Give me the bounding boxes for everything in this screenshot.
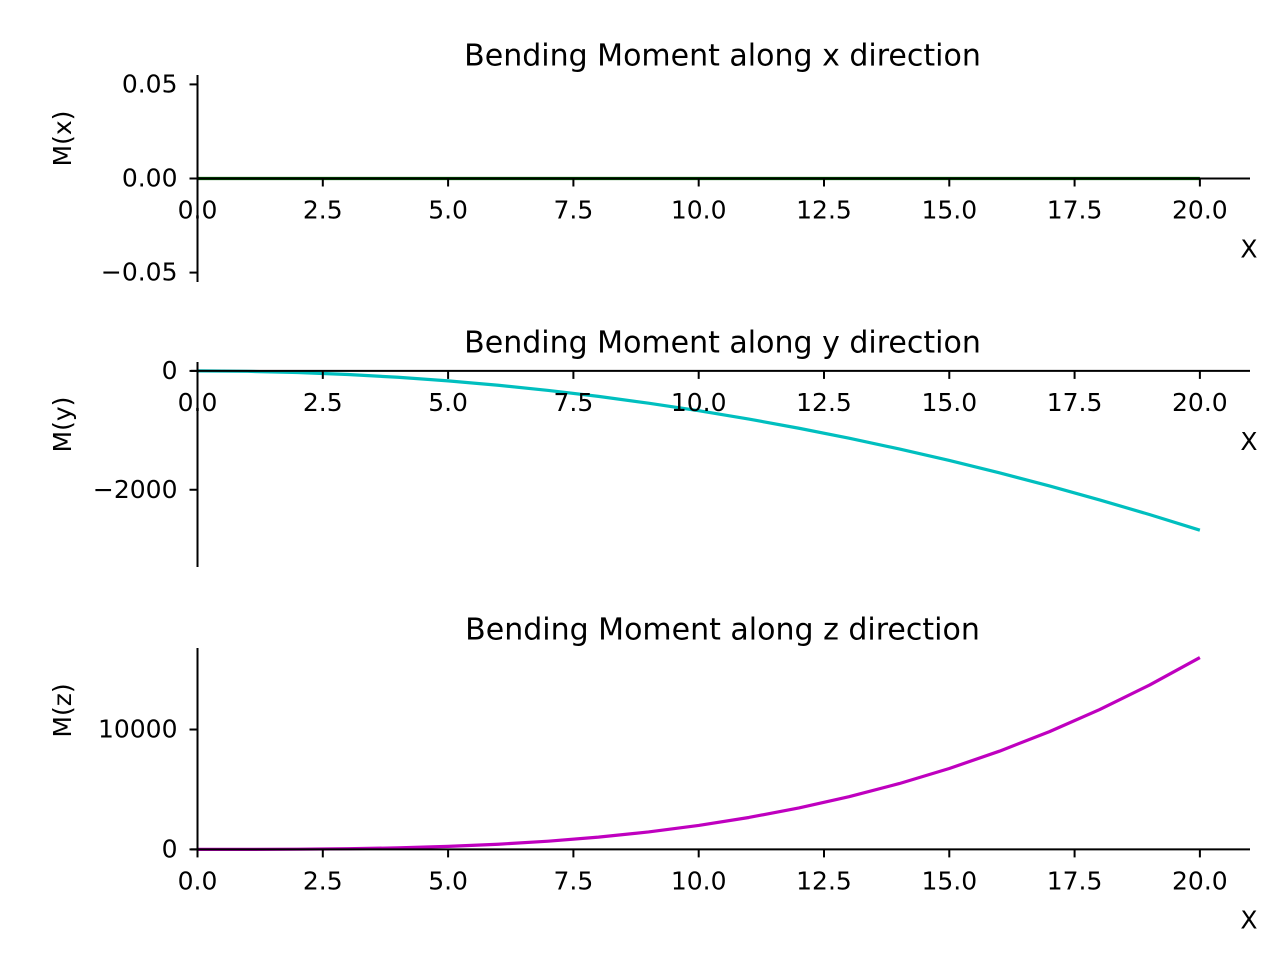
y-axis-label: M(x) (48, 111, 77, 167)
chart-title: Bending Moment along z direction (465, 613, 980, 648)
x-tick-label: 0.0 (178, 866, 218, 895)
x-tick-label: 5.0 (428, 388, 468, 417)
chart-panel-1: Bending Moment along x direction M(x) −0.0… (48, 39, 1258, 287)
y-axis-label: M(z) (48, 683, 77, 737)
x-tick-label: 15.0 (921, 866, 977, 895)
series-line-1 (197, 656, 1201, 851)
x-tick-label: 20.0 (1172, 196, 1228, 225)
x-tick-label: 7.5 (554, 196, 594, 225)
y-tick-label: 10000 (98, 715, 178, 744)
x-tick-label: 10.0 (671, 196, 727, 225)
x-tick-label: 7.5 (554, 388, 594, 417)
x-tick-label: 10.0 (671, 388, 727, 417)
x-tick-label: 15.0 (921, 196, 977, 225)
x-tick-label: 17.5 (1047, 866, 1103, 895)
x-tick-label: 0.0 (178, 388, 218, 417)
x-tick-label: 2.5 (303, 388, 343, 417)
x-tick-label: 5.0 (428, 866, 468, 895)
x-tick-label: 12.5 (796, 388, 852, 417)
y-tick-label: 0 (162, 834, 178, 863)
x-axis-label: X (1240, 235, 1257, 264)
x-tick-label: 10.0 (671, 866, 727, 895)
x-axis-label: X (1240, 905, 1257, 934)
x-tick-label: 5.0 (428, 196, 468, 225)
x-tick-label: 2.5 (303, 196, 343, 225)
x-tick-label: 20.0 (1172, 388, 1228, 417)
chart-title: Bending Moment along x direction (464, 39, 981, 74)
x-tick-label: 2.5 (303, 866, 343, 895)
y-tick-label: −2000 (93, 475, 178, 504)
y-tick-label: 0.00 (122, 164, 178, 193)
x-tick-label: 12.5 (796, 196, 852, 225)
x-tick-label: 7.5 (554, 866, 594, 895)
x-tick-label: 15.0 (921, 388, 977, 417)
chart-panel-3: Bending Moment along z direction M(z) 0 100… (48, 613, 1258, 935)
x-axis-label: X (1240, 427, 1257, 456)
series-line-1 (197, 369, 1201, 532)
y-tick-label: 0.05 (122, 69, 178, 98)
chart-title: Bending Moment along y direction (464, 326, 981, 361)
y-tick-label: 0 (162, 356, 178, 385)
chart-panel-2: Bending Moment along y direction M(y) −200… (48, 326, 1258, 567)
y-axis-label: M(y) (48, 397, 77, 453)
x-tick-label: 0.0 (178, 196, 218, 225)
x-tick-label: 17.5 (1047, 196, 1103, 225)
x-tick-label: 12.5 (796, 866, 852, 895)
x-tick-label: 17.5 (1047, 388, 1103, 417)
y-tick-label: −0.05 (101, 258, 178, 287)
x-tick-label: 20.0 (1172, 866, 1228, 895)
